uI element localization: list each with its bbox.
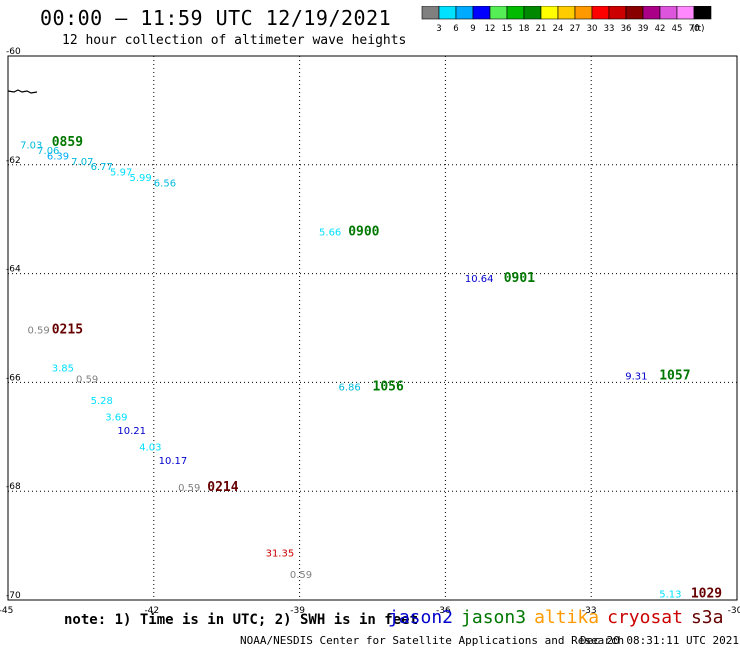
wave-height-label: 10.21 (117, 426, 146, 437)
x-tick-label: -30 (728, 606, 740, 616)
wave-height-label: 5.66 (319, 228, 341, 239)
wave-height-label: 0.59 (290, 570, 312, 581)
colorbar-label: 39 (638, 24, 649, 34)
y-tick-label: -64 (6, 265, 21, 275)
x-tick-label: -39 (290, 606, 305, 616)
pass-time-label: 1056 (373, 380, 404, 395)
credit-text: NOAA/NESDIS Center for Satellite Applica… (240, 634, 625, 647)
x-tick-label: -36 (436, 606, 451, 616)
colorbar-label: 3 (436, 24, 441, 34)
wave-height-label: 7.06 (37, 146, 59, 157)
wave-height-label: 31.35 (266, 548, 295, 559)
colorbar-label: 33 (604, 24, 615, 34)
plot-border (7, 55, 738, 601)
legend-cryosat: cryosat (607, 607, 683, 628)
pass-time-label: 0215 (52, 322, 83, 337)
x-tick-label: -45 (0, 606, 13, 616)
wave-height-label: 5.13 (659, 589, 681, 600)
pass-time-label: 1057 (659, 369, 690, 384)
pass-time-label: 0900 (348, 225, 379, 240)
colorbar-label: 24 (553, 24, 564, 34)
wave-height-label: 6.86 (338, 383, 360, 394)
pass-time-label: 0859 (52, 135, 83, 150)
legend-altika: altika (534, 607, 600, 628)
colorbar-label: 30 (587, 24, 598, 34)
wave-height-label: 7.07 (71, 157, 93, 168)
wave-height-label: 6.56 (154, 179, 176, 190)
pass-time-label: 0214 (207, 480, 238, 495)
wave-height-label: 6.77 (91, 162, 113, 173)
wave-height-label: 6.39 (47, 151, 69, 162)
colorbar-label: 27 (570, 24, 581, 34)
wave-height-label: 9.31 (625, 372, 647, 383)
legend-s3a: s3a (690, 607, 724, 628)
y-tick-label: -68 (6, 482, 21, 492)
y-tick-label: -70 (6, 591, 21, 601)
wave-height-label: 5.97 (110, 168, 132, 179)
y-tick-label: -66 (6, 373, 21, 383)
colorbar-label: 9 (470, 24, 475, 34)
coastline-island (7, 89, 38, 94)
x-tick-label: -42 (144, 606, 159, 616)
colorbar-label: 45 (672, 24, 683, 34)
colorbar-label: 15 (502, 24, 513, 34)
satellite-legend: jason2 jason3 altika cryosat s3a (388, 607, 731, 628)
legend-jason2: jason2 (388, 607, 454, 628)
credit-date: Dec 20 08:31:11 UTC 2021 (580, 634, 739, 647)
colorbar-label: 21 (536, 24, 547, 34)
wave-height-label: 3.69 (105, 412, 127, 423)
colorbar-label: 18 (519, 24, 530, 34)
y-tick-label: -60 (6, 47, 21, 57)
y-tick-label: -62 (6, 156, 21, 166)
wave-height-label: 5.28 (91, 396, 113, 407)
wave-height-label: 7.03 (20, 140, 42, 151)
wave-height-label: 10.17 (159, 456, 188, 467)
chart-title: 00:00 – 11:59 UTC 12/19/2021 (40, 6, 392, 30)
colorbar-swatch (693, 6, 712, 20)
colorbar-unit: (ft) (692, 24, 705, 34)
wave-height-label: 3.85 (52, 364, 74, 375)
note-text: note: 1) Time is in UTC; 2) SWH is in fe… (64, 612, 419, 628)
colorbar: 3 6 9 12 15 18 21 24 27 30 33 36 39 42 45 70(ft) (421, 6, 712, 34)
wave-height-label: 5.99 (130, 173, 152, 184)
legend-jason3: jason3 (461, 607, 527, 628)
chart-subtitle: 12 hour collection of altimeter wave hei… (62, 33, 407, 48)
colorbar-label: 6 (453, 24, 458, 34)
colorbar-label: 36 (621, 24, 632, 34)
wave-height-label: 0.59 (76, 374, 98, 385)
wave-height-label: 0.59 (27, 325, 49, 336)
wave-height-label: 4.03 (139, 442, 161, 453)
colorbar-label: 42 (655, 24, 666, 34)
wave-height-label: 10.64 (465, 274, 494, 285)
colorbar-label: 70 (689, 24, 700, 34)
wave-height-label: 0.59 (178, 483, 200, 494)
x-tick-label: -33 (582, 606, 597, 616)
pass-time-label: 1029 (691, 586, 722, 601)
colorbar-label: 12 (485, 24, 496, 34)
pass-time-label: 0901 (504, 271, 535, 286)
